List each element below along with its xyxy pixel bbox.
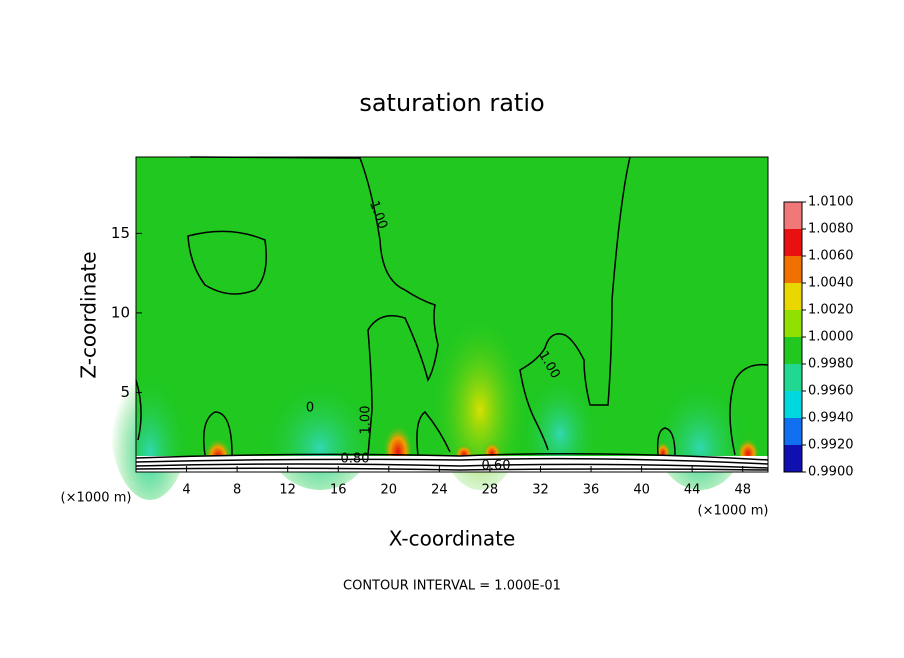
- x-tick-label: 28: [482, 483, 499, 498]
- x-unit-right: (×1000 m): [698, 504, 769, 519]
- x-tick-label: 8: [233, 483, 241, 498]
- colorbar-label: 1.0040: [808, 276, 854, 291]
- x-tick-label: 12: [279, 483, 296, 498]
- x-tick-label: 40: [633, 483, 650, 498]
- colorbar-band: [784, 229, 802, 256]
- colorbar-label: 0.9940: [808, 411, 854, 426]
- colorbar-label: 0.9900: [808, 465, 854, 480]
- contours: [135, 156, 769, 471]
- contour-label: 0.60: [482, 459, 511, 474]
- colorbar-band: [784, 364, 802, 391]
- colorbar-band: [784, 256, 802, 283]
- colorbar-label: 1.0100: [808, 195, 854, 210]
- colorbar-band: [784, 337, 802, 364]
- colorbar-band: [784, 391, 802, 418]
- field: [110, 157, 768, 500]
- colorbar-label: 0.9960: [808, 384, 854, 399]
- colorbar-band: [784, 418, 802, 445]
- colorbar-band: [784, 310, 802, 337]
- x-tick-label: 36: [583, 483, 600, 498]
- plot-frame: [135, 156, 769, 473]
- x-tick-label: 16: [330, 483, 347, 498]
- x-tick-label: 44: [684, 483, 701, 498]
- x-tick-label: 24: [431, 483, 448, 498]
- colorbar-band: [784, 283, 802, 310]
- colorbar-band: [784, 202, 802, 229]
- y-tick-label: 5: [120, 383, 130, 401]
- colorbar-label: 1.0080: [808, 222, 854, 237]
- x-axis-label: X-coordinate: [389, 527, 516, 551]
- contour-interval-note: CONTOUR INTERVAL = 1.000E-01: [343, 579, 561, 594]
- colorbar-label: 0.9920: [808, 438, 854, 453]
- x-tick-label: 48: [734, 483, 751, 498]
- x-tick-label: 20: [381, 483, 398, 498]
- y-tick-label: 15: [111, 224, 130, 242]
- chart-title: saturation ratio: [359, 89, 544, 117]
- x-tick-label: 32: [532, 483, 549, 498]
- contour-label: 0: [306, 401, 314, 416]
- y-axis-label: Z-coordinate: [77, 251, 101, 378]
- colorbar-band: [784, 445, 802, 472]
- contour-label: 1.00: [359, 406, 374, 435]
- colorbar-label: 1.0060: [808, 249, 854, 264]
- colorbar-label: 1.0020: [808, 303, 854, 318]
- colorbar-label: 0.9980: [808, 357, 854, 372]
- x-unit-left: (×1000 m): [61, 491, 132, 506]
- contour-label: 0.80: [341, 452, 370, 467]
- y-tick-label: 10: [111, 303, 130, 321]
- colorbar-label: 1.0000: [808, 330, 854, 345]
- x-tick-label: 4: [182, 483, 190, 498]
